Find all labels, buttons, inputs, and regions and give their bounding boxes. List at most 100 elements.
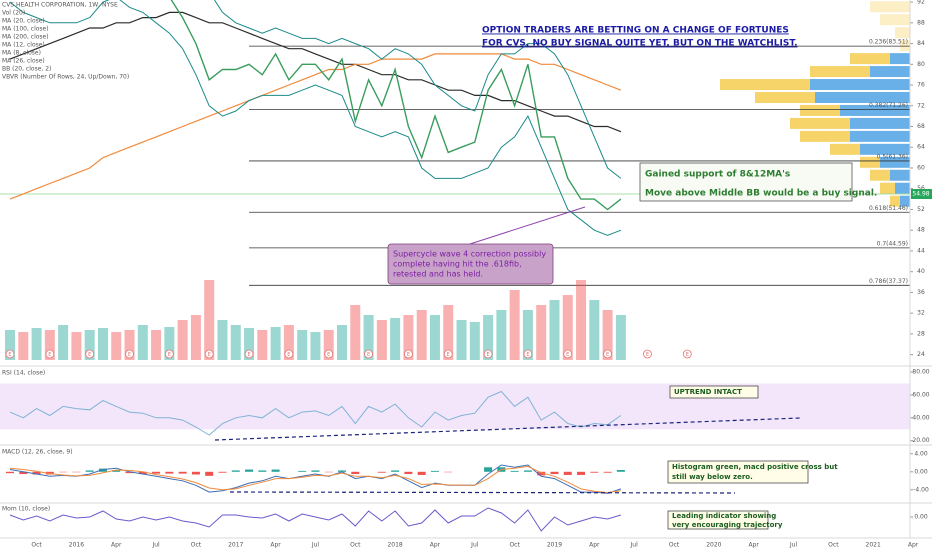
moving-average — [9, 53, 622, 200]
profile-down — [800, 104, 840, 116]
earnings-label: E — [247, 352, 250, 358]
y-tick-label: 28 — [917, 330, 925, 337]
legend-entry: Vol (20) — [2, 10, 25, 17]
fib-label: 0.786(37.37) — [869, 278, 908, 285]
y-tick-label: 44 — [917, 247, 925, 254]
histogram-bar — [125, 471, 134, 474]
volume-bar — [58, 325, 69, 360]
earnings-icon — [682, 349, 692, 359]
x-tick-label: Apr — [748, 542, 759, 549]
legend-entry: MA (200, close) — [2, 34, 49, 41]
note: Gained support of 8&12MA's — [645, 170, 790, 180]
note-box — [669, 385, 759, 399]
profile-down — [720, 79, 810, 91]
histogram-bar — [603, 471, 612, 473]
volume-bar — [151, 330, 162, 360]
histogram-bar — [112, 469, 121, 472]
profile-down — [895, 27, 910, 39]
histogram-bar — [191, 471, 200, 475]
fib-label: 0.236(83.51) — [869, 39, 908, 46]
profile-up — [895, 182, 910, 194]
histogram-bar — [590, 471, 599, 473]
histogram-bar — [245, 469, 254, 472]
profile-up — [840, 104, 910, 116]
volume-bar — [97, 328, 108, 360]
profile-up — [900, 195, 910, 207]
volume-bar — [137, 325, 148, 360]
x-tick-label: Oct — [350, 542, 361, 549]
x-tick-label: Jul — [311, 542, 320, 549]
note: very encouraging trajectory — [672, 521, 783, 529]
histogram-bar — [351, 471, 360, 475]
y-tick-label: 4.00 — [914, 450, 928, 457]
volume-bar — [496, 310, 507, 360]
note: complete having hit the .618fib, — [393, 260, 522, 269]
y-tick-label: 60.00 — [912, 391, 929, 398]
profile-up — [870, 66, 910, 78]
y-tick-label: 56 — [917, 185, 925, 192]
histogram-bar — [298, 470, 307, 472]
earnings-label: E — [526, 352, 529, 358]
volume-bar — [350, 305, 361, 360]
note: Move above Middle BB would be a buy sign… — [645, 189, 877, 199]
earnings-label: E — [208, 352, 211, 358]
x-tick-label: Apr — [270, 542, 281, 549]
volume-bar — [177, 320, 188, 360]
earnings-icon — [85, 349, 95, 359]
callout-arrow — [469, 206, 586, 245]
histogram-bar — [484, 467, 493, 472]
x-tick-label: 2017 — [228, 542, 243, 549]
note-box — [639, 162, 853, 202]
x-tick-label: Apr — [430, 542, 441, 549]
volume-bar — [363, 315, 374, 360]
profile-up — [810, 79, 910, 91]
y-tick-label: 40.00 — [912, 414, 929, 421]
profile-down — [900, 40, 910, 52]
earnings-icon — [244, 349, 254, 359]
x-tick-label: 2019 — [547, 542, 562, 549]
y-tick-label: 76 — [917, 82, 925, 89]
legend-entry: MA (26, close) — [2, 58, 45, 65]
y-tick-label: 80.00 — [912, 369, 929, 376]
note: retested and has held. — [393, 270, 483, 279]
volume-bar — [469, 322, 480, 360]
earnings-label: E — [367, 352, 370, 358]
volume-bar — [164, 327, 175, 360]
mom-pane — [9, 507, 622, 532]
x-tick-label: Oct — [191, 542, 202, 549]
x-tick-label: Apr — [111, 542, 122, 549]
volume-bar — [416, 310, 427, 360]
macd-pane — [6, 464, 625, 494]
fib-label: 0.618(51.46) — [869, 205, 908, 212]
earnings-label: E — [88, 352, 91, 358]
volume-bar — [190, 315, 201, 360]
momentum-line — [9, 507, 622, 532]
x-tick-label: 2020 — [706, 542, 721, 549]
volume-bar — [536, 305, 547, 360]
x-tick-label: Jul — [630, 542, 639, 549]
earnings-label: E — [128, 352, 131, 358]
y-tick-label: 48 — [917, 227, 925, 234]
fib-label: 0.7(44.59) — [877, 240, 908, 247]
pane-title: RSI (14, close) — [2, 370, 45, 377]
profile-down — [800, 130, 850, 142]
earnings-label: E — [646, 352, 649, 358]
volume-bar — [509, 290, 520, 360]
volume-bar — [297, 330, 308, 360]
macd-line — [9, 464, 622, 494]
earnings-label: E — [686, 352, 689, 358]
histogram-bar — [391, 470, 400, 472]
histogram-bar — [537, 471, 546, 476]
profile-down — [860, 156, 880, 168]
earnings-label: E — [606, 352, 609, 358]
earnings-icon — [5, 349, 15, 359]
histogram-bar — [6, 471, 14, 474]
earnings-icon — [364, 349, 373, 359]
last-price-label: 54.98 — [912, 191, 929, 198]
earnings-icon — [483, 349, 493, 359]
note: still way below zero. — [672, 473, 753, 481]
y-tick-label: 92 — [917, 0, 925, 6]
earnings-label: E — [566, 352, 569, 358]
legend-entry: MA (100, close) — [2, 26, 49, 33]
